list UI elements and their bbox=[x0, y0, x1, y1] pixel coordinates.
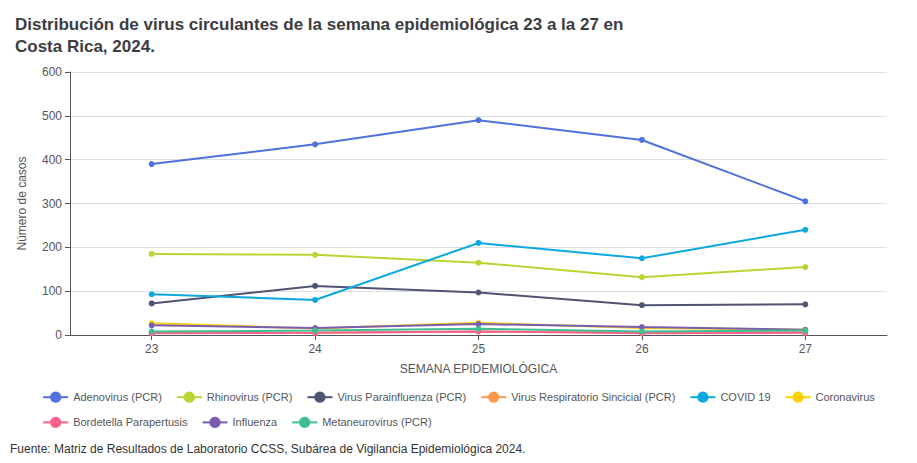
svg-text:400: 400 bbox=[42, 153, 62, 167]
svg-text:23: 23 bbox=[145, 342, 159, 356]
svg-text:300: 300 bbox=[42, 197, 62, 211]
svg-text:Coronavirus: Coronavirus bbox=[816, 391, 876, 403]
svg-text:0: 0 bbox=[55, 328, 62, 342]
svg-text:24: 24 bbox=[308, 342, 322, 356]
svg-text:Virus Parainfluenza (PCR): Virus Parainfluenza (PCR) bbox=[337, 391, 466, 403]
svg-text:100: 100 bbox=[42, 284, 62, 298]
svg-text:Adenovirus (PCR): Adenovirus (PCR) bbox=[73, 391, 162, 403]
svg-text:SEMANA EPIDEMIOLÓGICA: SEMANA EPIDEMIOLÓGICA bbox=[400, 361, 557, 376]
svg-text:Influenza: Influenza bbox=[233, 416, 279, 428]
svg-text:Metaneurovirus (PCR): Metaneurovirus (PCR) bbox=[322, 416, 431, 428]
svg-text:25: 25 bbox=[472, 342, 486, 356]
svg-text:500: 500 bbox=[42, 109, 62, 123]
svg-text:Número de casos: Número de casos bbox=[15, 156, 29, 250]
svg-text:Distribución de virus circulan: Distribución de virus circulantes de la … bbox=[15, 15, 623, 34]
svg-text:26: 26 bbox=[635, 342, 649, 356]
svg-text:600: 600 bbox=[42, 65, 62, 79]
svg-text:Bordetella Parapertusis: Bordetella Parapertusis bbox=[73, 416, 188, 428]
svg-text:Rhinovirus (PCR): Rhinovirus (PCR) bbox=[207, 391, 293, 403]
svg-text:27: 27 bbox=[799, 342, 813, 356]
svg-text:Fuente: Matriz de Resultados d: Fuente: Matriz de Resultados de Laborato… bbox=[10, 442, 525, 456]
svg-text:Costa Rica, 2024.: Costa Rica, 2024. bbox=[15, 37, 155, 56]
svg-text:200: 200 bbox=[42, 240, 62, 254]
svg-text:COVID 19: COVID 19 bbox=[720, 391, 770, 403]
svg-text:Virus Respiratorio Sincicial (: Virus Respiratorio Sincicial (PCR) bbox=[511, 391, 675, 403]
